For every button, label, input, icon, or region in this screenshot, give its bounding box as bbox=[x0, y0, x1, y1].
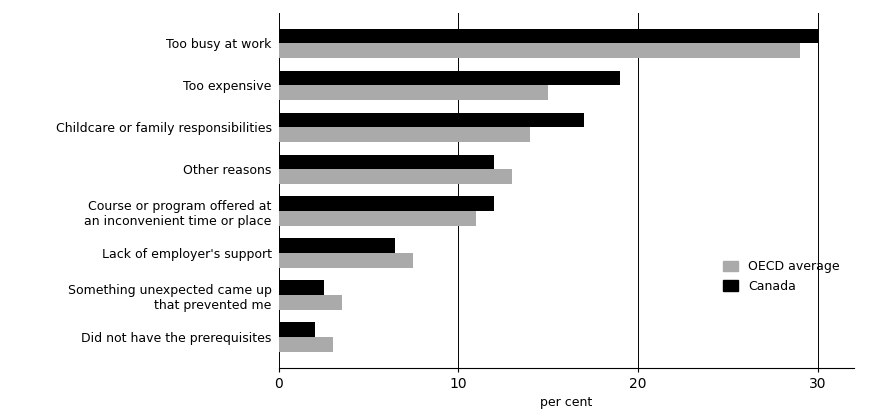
Bar bbox=[279, 43, 800, 58]
Bar bbox=[279, 238, 395, 253]
Bar bbox=[279, 155, 494, 169]
Bar bbox=[279, 29, 818, 43]
Bar bbox=[279, 71, 620, 85]
Bar bbox=[279, 280, 324, 295]
Legend: OECD average, Canada: OECD average, Canada bbox=[718, 255, 845, 298]
Bar bbox=[279, 337, 333, 352]
Bar bbox=[279, 295, 341, 310]
Bar bbox=[279, 85, 548, 100]
X-axis label: per cent: per cent bbox=[540, 396, 592, 409]
Bar bbox=[279, 169, 512, 184]
Bar bbox=[279, 127, 530, 142]
Bar bbox=[279, 211, 476, 226]
Bar bbox=[279, 196, 494, 211]
Bar bbox=[279, 253, 414, 268]
Bar bbox=[279, 112, 584, 127]
Bar bbox=[279, 322, 314, 337]
